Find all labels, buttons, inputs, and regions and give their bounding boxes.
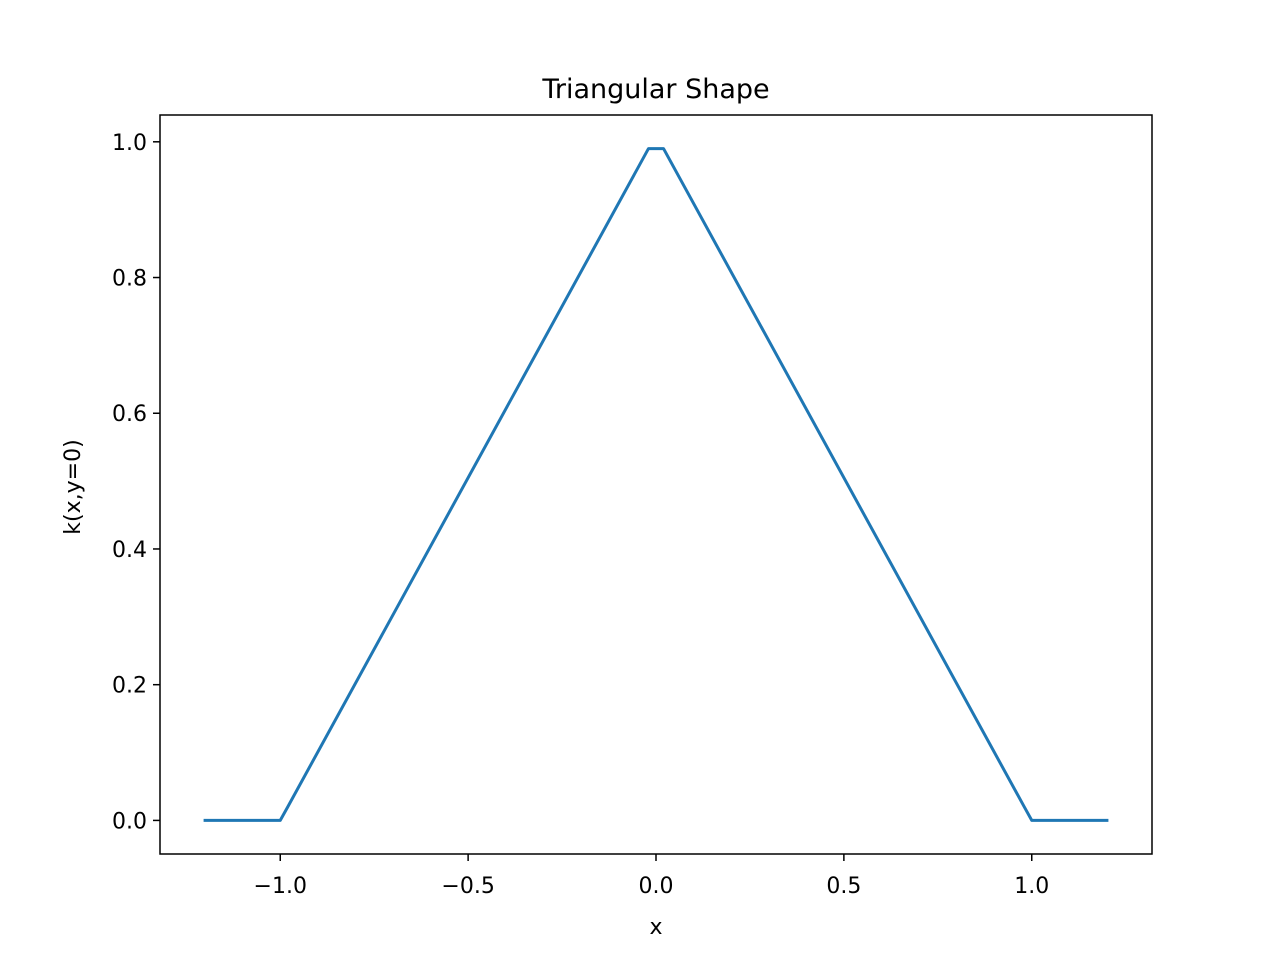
chart-title: Triangular Shape: [541, 74, 769, 105]
x-tick-label: 0.5: [826, 874, 861, 899]
y-tick-label: 0.8: [112, 267, 147, 292]
plot-area: −1.0 −0.5 0.0 0.5 1.0 0.0 0.2 0.4 0.6 0.8 1.0: [112, 114, 1153, 899]
y-tick-label: 1.0: [112, 131, 147, 156]
x-tick-label: −0.5: [441, 874, 494, 899]
axes-frame: [159, 114, 1153, 855]
x-tick-label: −1.0: [254, 874, 307, 899]
y-tick-label: 0.6: [112, 402, 147, 427]
y-tick-label: 0.2: [112, 674, 147, 699]
y-axis-label: k(x,y=0): [61, 439, 86, 534]
y-tick-label: 0.0: [112, 809, 147, 834]
y-tick-label: 0.4: [112, 538, 147, 563]
series-line-0: [203, 147, 1109, 822]
x-axis-label: x: [649, 915, 662, 940]
x-tick-label: 0.0: [639, 874, 674, 899]
x-tick-label: 1.0: [1014, 874, 1049, 899]
